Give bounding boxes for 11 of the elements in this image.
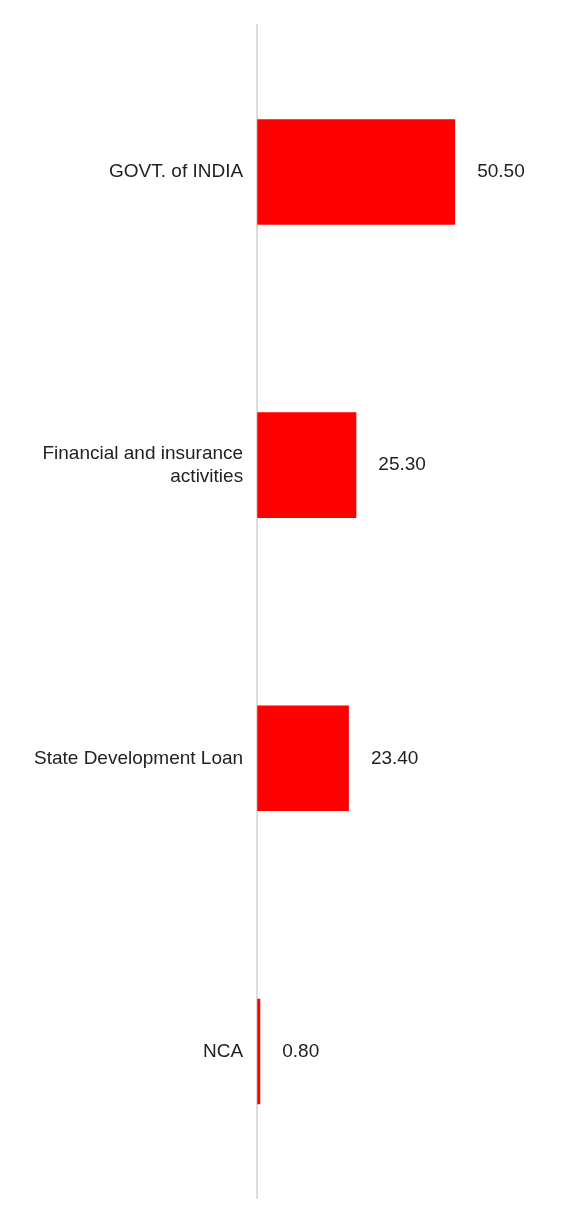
data-label: 23.40 — [370, 746, 419, 768]
y-tick-label: Financial and insurance activities — [42, 441, 244, 486]
y-tick-label: NCA — [203, 1039, 244, 1061]
bar — [257, 119, 456, 225]
y-tick-label: GOVT. of INDIA — [109, 160, 244, 182]
y-tick-label: State Development Loan — [34, 746, 244, 768]
data-label: 50.50 — [477, 160, 525, 182]
data-label: 0.80 — [282, 1039, 320, 1061]
bar — [257, 705, 349, 812]
bar — [257, 412, 357, 518]
data-label: 25.30 — [378, 453, 426, 475]
